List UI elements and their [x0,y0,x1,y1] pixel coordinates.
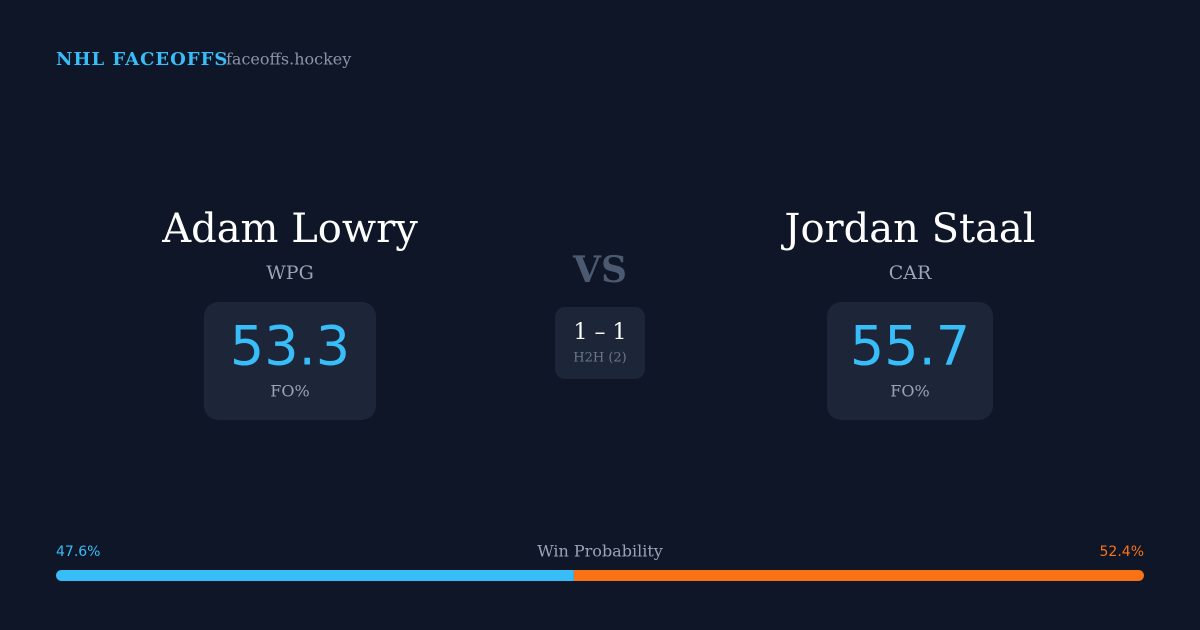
h2h-box [555,307,645,379]
right-probability-segment [573,570,1144,581]
right-probability: 52.4% [1100,544,1144,560]
probability-title: Win Probability [537,542,663,561]
fo-value: 53.3 [230,315,350,378]
h2h-record: 1 – 1 [574,320,627,345]
fo-value: 55.7 [850,315,970,378]
fo-label: FO% [270,382,309,401]
player-name: Jordan Staal [780,206,1035,252]
brand-site: faceoffs.hockey [226,50,351,69]
left-probability-segment [56,570,574,581]
left-probability: 47.6% [56,544,100,560]
team: CAR [889,262,932,284]
fo-label: FO% [890,382,929,401]
h2h-label: H2H (2) [573,351,627,366]
probability-bar [56,570,1144,581]
brand-title: NHL FACEOFFS [56,49,228,70]
team: WPG [266,262,314,284]
stat-box [204,302,376,420]
stat-box [827,302,993,420]
player-name: Adam Lowry [161,206,418,252]
versus: VS [572,249,627,291]
